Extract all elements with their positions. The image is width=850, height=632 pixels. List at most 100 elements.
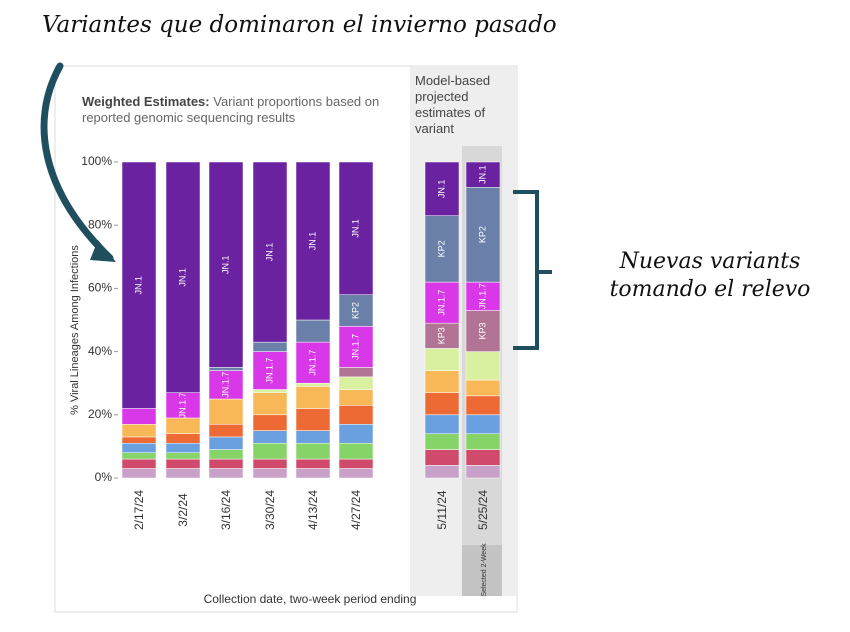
- bracket: [513, 190, 552, 350]
- bar-segment: [424, 465, 460, 479]
- bar-segment: [295, 386, 331, 409]
- x-tick-label: 5/25/24: [476, 490, 490, 530]
- bar-segment: [424, 215, 460, 283]
- bar-segment: [338, 405, 374, 425]
- bar-segment: [165, 392, 201, 419]
- bar-segment: [295, 319, 331, 343]
- bar-segment: [295, 341, 331, 384]
- bar-segment: [465, 351, 501, 381]
- bar-segment: [424, 414, 460, 435]
- y-tick-label: 40%: [88, 344, 112, 358]
- bar-segment: [121, 442, 157, 453]
- x-tick-label: 3/2/24: [176, 493, 190, 527]
- bar-segment: [424, 370, 460, 393]
- bar-segment: [424, 161, 460, 216]
- bar-segment: [121, 458, 157, 469]
- y-tick-label: 100%: [81, 154, 112, 168]
- bar-segment: [424, 449, 460, 466]
- bar-segment: [465, 187, 501, 283]
- segment-label: JN.1.7: [350, 334, 360, 360]
- x-tick-label: 2/17/24: [132, 490, 146, 530]
- segment-label: JN.1: [220, 255, 230, 274]
- chart-title-bold: Weighted Estimates:: [82, 94, 210, 109]
- bar-segment: [424, 322, 460, 349]
- bar-segment: [165, 442, 201, 453]
- x-axis-label: Collection date, two-week period ending: [204, 592, 417, 606]
- bar-segment: [121, 408, 157, 425]
- bar-segment: [121, 436, 157, 444]
- segment-label: JN.1.7: [307, 350, 317, 376]
- y-tick-label: 60%: [88, 281, 112, 295]
- bar-segment: [338, 367, 374, 378]
- segment-label: KP2: [436, 240, 446, 257]
- bar-segment: [338, 161, 374, 295]
- segment-label: KP3: [477, 323, 487, 340]
- bar-segment: [208, 367, 244, 371]
- bar-segment: [465, 310, 501, 352]
- bar-segment: [424, 433, 460, 450]
- bar-segment: [252, 341, 288, 352]
- bar-segment: [295, 442, 331, 460]
- chart-header: Weighted Estimates: Variant proportions …: [82, 94, 402, 126]
- segment-label: JN.1: [477, 165, 487, 184]
- bar-segment: [338, 376, 374, 390]
- bar-segment: [424, 281, 460, 324]
- chart-title: Variant proportions based on reported ge…: [82, 94, 380, 125]
- bar-segment: [465, 395, 501, 416]
- bar-segment: [208, 424, 244, 438]
- bar-segment: [338, 326, 374, 368]
- bar-segment: [465, 414, 501, 435]
- bar-segment: [121, 452, 157, 460]
- bar-segment: [165, 468, 201, 479]
- segment-label: JN.1: [350, 219, 360, 238]
- segment-label: JN.1: [177, 268, 187, 287]
- panel-header: Model-based projected estimates of varia…: [415, 73, 491, 136]
- bar-segment: [295, 468, 331, 479]
- bar-segment: [295, 430, 331, 444]
- y-axis-label: % Viral Lineages Among Infections: [69, 245, 81, 415]
- x-tick-label: 3/16/24: [219, 490, 233, 530]
- bar-segment: [295, 382, 331, 387]
- x-tick-label: 3/30/24: [263, 490, 277, 530]
- bar-segment: [208, 161, 244, 368]
- bar-segment: [424, 392, 460, 416]
- bar-segment: [121, 161, 157, 409]
- segment-label: JN.1: [307, 232, 317, 251]
- bar-segment: [121, 424, 157, 438]
- bar-segment: [252, 468, 288, 479]
- annotation-right: Nuevas variants tomando el relevo: [609, 249, 811, 302]
- bar-segment: [208, 370, 244, 400]
- bar-segment: [165, 417, 201, 435]
- bar-segment: [424, 348, 460, 371]
- y-tick-label: 20%: [88, 407, 112, 421]
- segment-label: JN.1: [133, 276, 143, 295]
- bar-segment: [338, 294, 374, 327]
- x-tick-label: 4/13/24: [306, 490, 320, 530]
- y-tick-label: 80%: [88, 217, 112, 231]
- bar-segment: [252, 458, 288, 469]
- bar-segment: [338, 468, 374, 479]
- arrow: [40, 62, 114, 262]
- bar-segment: [465, 465, 501, 479]
- bar-segment: [338, 458, 374, 469]
- x-tick-label: 4/27/24: [349, 490, 363, 530]
- bar-segment: [295, 458, 331, 469]
- arrow-head: [90, 240, 116, 262]
- bar-segment: [338, 442, 374, 460]
- segment-label: JN.1.7: [477, 283, 487, 309]
- x-tick-label: 5/11/24: [435, 490, 449, 529]
- bar-segment: [465, 433, 501, 450]
- segment-label: KP2: [477, 226, 487, 243]
- bar-segment: [252, 392, 288, 416]
- annotation-top: Variantes que dominaron el invierno pasa…: [42, 12, 557, 38]
- bar-segment: [165, 161, 201, 393]
- bar-segment: [121, 468, 157, 479]
- bar-segment: [252, 161, 288, 343]
- bar-segment: [252, 442, 288, 460]
- bar-segment: [165, 433, 201, 444]
- bar-segment: [252, 430, 288, 444]
- bar-segment: [295, 161, 331, 321]
- selected-label: Selected 2-Week: [481, 543, 488, 597]
- bar-segment: [465, 449, 501, 466]
